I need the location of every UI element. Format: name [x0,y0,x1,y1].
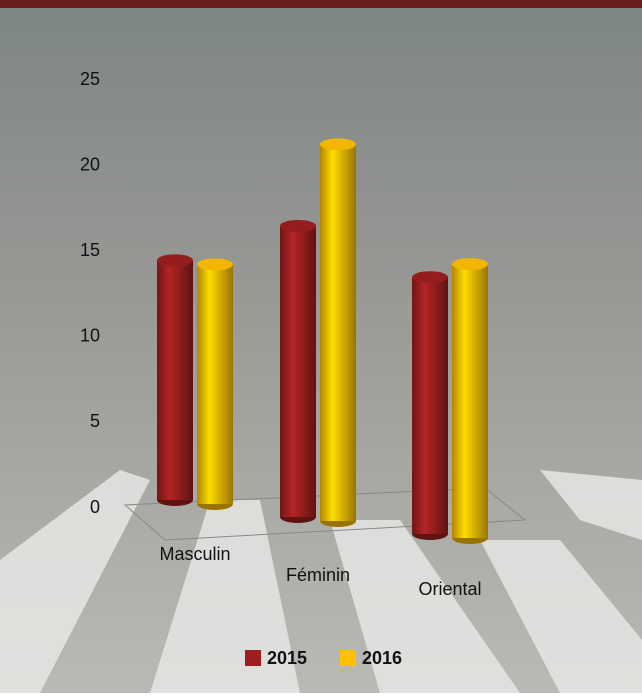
bar [157,254,193,506]
bar-body [452,264,488,538]
bar-top [320,138,356,150]
bar-body [280,226,316,517]
chart: 0 5 10 15 20 25 Masculin Féminin Oriental 2015 20… [0,0,642,693]
x-tick-label: Oriental [418,579,481,599]
y-tick-label: 5 [90,411,100,431]
top-bar [0,0,642,8]
legend-label: 2015 [267,648,307,668]
bar-top [280,220,316,232]
legend-swatch [245,650,261,666]
bar-top [452,258,488,270]
bar-top [197,258,233,270]
bar-body [157,260,193,500]
bar [452,258,488,544]
bar-body [412,277,448,534]
y-tick-label: 20 [80,154,100,174]
bar [197,258,233,510]
legend-swatch [340,650,356,666]
bar [280,220,316,523]
legend-label: 2016 [362,648,402,668]
y-tick-label: 25 [80,69,100,89]
bar [320,138,356,527]
bar-top [157,254,193,266]
y-tick-label: 15 [80,240,100,260]
y-tick-label: 0 [90,497,100,517]
bar-body [197,264,233,504]
bar [412,271,448,540]
bar-top [412,271,448,283]
x-tick-label: Masculin [159,544,230,564]
y-tick-label: 10 [80,326,100,346]
bar-body [320,144,356,521]
x-tick-label: Féminin [286,565,350,585]
